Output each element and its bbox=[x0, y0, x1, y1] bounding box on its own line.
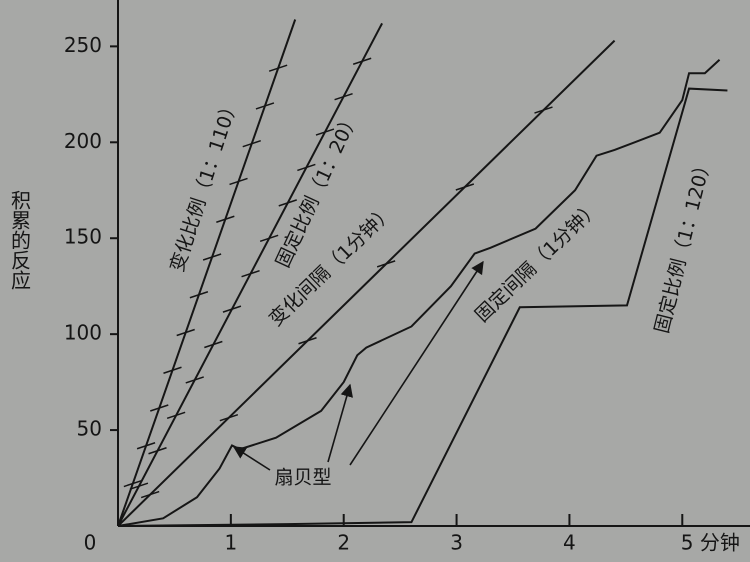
hash-mark bbox=[334, 92, 353, 101]
hash-mark bbox=[297, 163, 316, 172]
hash-mark bbox=[136, 442, 156, 450]
series-label: 变化比例（1：110） bbox=[166, 95, 243, 274]
hash-mark bbox=[242, 140, 261, 148]
hash-mark bbox=[241, 269, 260, 278]
hash-mark bbox=[278, 199, 297, 207]
hash-mark bbox=[229, 177, 248, 186]
hash-mark bbox=[140, 490, 160, 499]
hash-mark bbox=[259, 234, 279, 243]
hash-mark bbox=[376, 260, 396, 268]
y-tick-label: 50 bbox=[77, 417, 102, 441]
series-line bbox=[117, 87, 728, 527]
hash-mark bbox=[176, 328, 195, 337]
hash-mark bbox=[185, 376, 204, 384]
y-tick-label: 150 bbox=[64, 225, 102, 249]
y-tick-label: 200 bbox=[64, 129, 102, 153]
hash-mark bbox=[455, 183, 475, 191]
series-line bbox=[117, 19, 297, 527]
hash-mark bbox=[255, 102, 275, 110]
hash-mark bbox=[216, 215, 235, 223]
hash-mark bbox=[129, 482, 149, 490]
series-line bbox=[117, 22, 383, 527]
hash-mark bbox=[315, 128, 335, 136]
hash-mark bbox=[166, 411, 186, 420]
hash-mark bbox=[534, 106, 553, 114]
series-line bbox=[117, 59, 721, 527]
hash-mark bbox=[202, 253, 222, 261]
x-tick-label: 1 bbox=[224, 531, 237, 555]
annotation-arrows bbox=[232, 260, 484, 471]
hash-mark bbox=[123, 479, 143, 488]
hash-mark bbox=[189, 291, 209, 299]
hash-mark bbox=[150, 404, 169, 412]
x-tick-label: 4 bbox=[563, 531, 576, 555]
x-tick-label: 2 bbox=[337, 531, 350, 555]
y-tick-label: 250 bbox=[64, 33, 102, 57]
annotation: 扇贝型 bbox=[274, 467, 331, 489]
hash-mark bbox=[222, 305, 242, 313]
hash-mark bbox=[268, 64, 288, 72]
series-label: 固定比例（1：120） bbox=[651, 154, 716, 335]
x-tick-label: 3 bbox=[450, 531, 463, 555]
x-tick-label: 0 bbox=[84, 531, 97, 555]
hash-mark bbox=[298, 337, 317, 345]
hash-mark bbox=[204, 340, 223, 349]
x-tick-label: 5 分钟 bbox=[681, 531, 740, 555]
y-axis-label: 积累的反应 bbox=[8, 190, 32, 290]
hash-mark bbox=[219, 413, 239, 422]
hash-mark bbox=[148, 447, 167, 455]
y-tick-label: 100 bbox=[64, 321, 102, 345]
hash-mark bbox=[163, 366, 182, 374]
series-line bbox=[117, 39, 616, 527]
hash-mark bbox=[352, 57, 372, 65]
